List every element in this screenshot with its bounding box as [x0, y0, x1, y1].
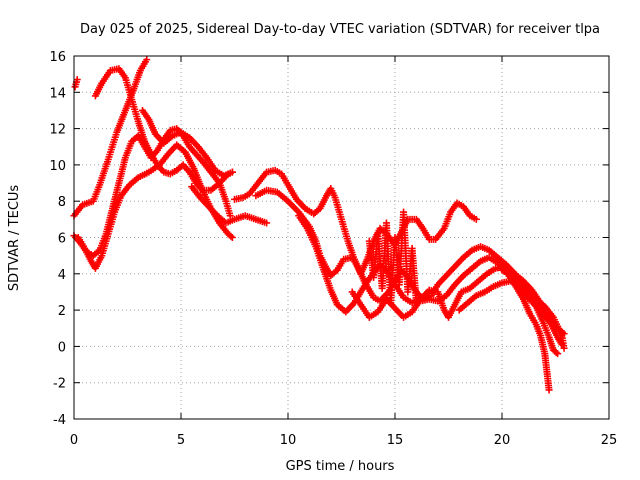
plot-frame — [73, 55, 610, 420]
series-track-6 — [138, 106, 236, 180]
series-track-14 — [498, 266, 568, 352]
x-tick-label: 10 — [280, 433, 297, 448]
x-tick-label: 15 — [387, 433, 404, 448]
data-point — [554, 350, 562, 358]
data-point — [73, 76, 81, 84]
data-point — [227, 232, 235, 240]
x-tick-label: 5 — [177, 433, 185, 448]
data-point — [560, 344, 568, 352]
y-tick-label: 4 — [58, 268, 66, 283]
series-track-7 — [188, 183, 271, 227]
y-tick-label: 14 — [49, 86, 66, 101]
y-tick-label: 8 — [58, 195, 66, 210]
data-point — [552, 348, 560, 356]
series-track-1 — [71, 76, 81, 91]
data-point — [143, 56, 151, 64]
chart-title: Day 025 of 2025, Sidereal Day-to-day VTE… — [80, 22, 600, 37]
series-track-12 — [365, 208, 420, 307]
data-point — [545, 386, 553, 394]
data-point — [228, 234, 236, 241]
y-tick-label: 12 — [49, 123, 66, 138]
x-tick-label: 20 — [494, 433, 511, 448]
y-axis-label: SDTVAR / TECUs — [7, 185, 22, 292]
x-axis-label: GPS time / hours — [286, 459, 395, 474]
data-series — [70, 56, 568, 394]
y-tick-label: -4 — [53, 413, 66, 428]
y-tick-label: 16 — [49, 50, 66, 65]
x-tick-label: 0 — [70, 433, 78, 448]
y-tick-label: 6 — [58, 232, 66, 247]
data-point — [412, 299, 420, 307]
y-tick-label: 0 — [58, 340, 66, 355]
x-tick-labels: 0 5 10 15 20 25 — [70, 433, 617, 448]
y-tick-labels: -4 -2 0 2 4 6 8 10 12 14 16 — [49, 50, 66, 428]
data-point — [472, 215, 480, 223]
data-point — [228, 168, 236, 176]
x-tick-label: 25 — [601, 433, 618, 448]
y-tick-label: 2 — [58, 304, 66, 319]
y-tick-label: 10 — [49, 159, 66, 174]
y-tick-label: -2 — [53, 377, 66, 392]
data-point — [263, 219, 271, 227]
